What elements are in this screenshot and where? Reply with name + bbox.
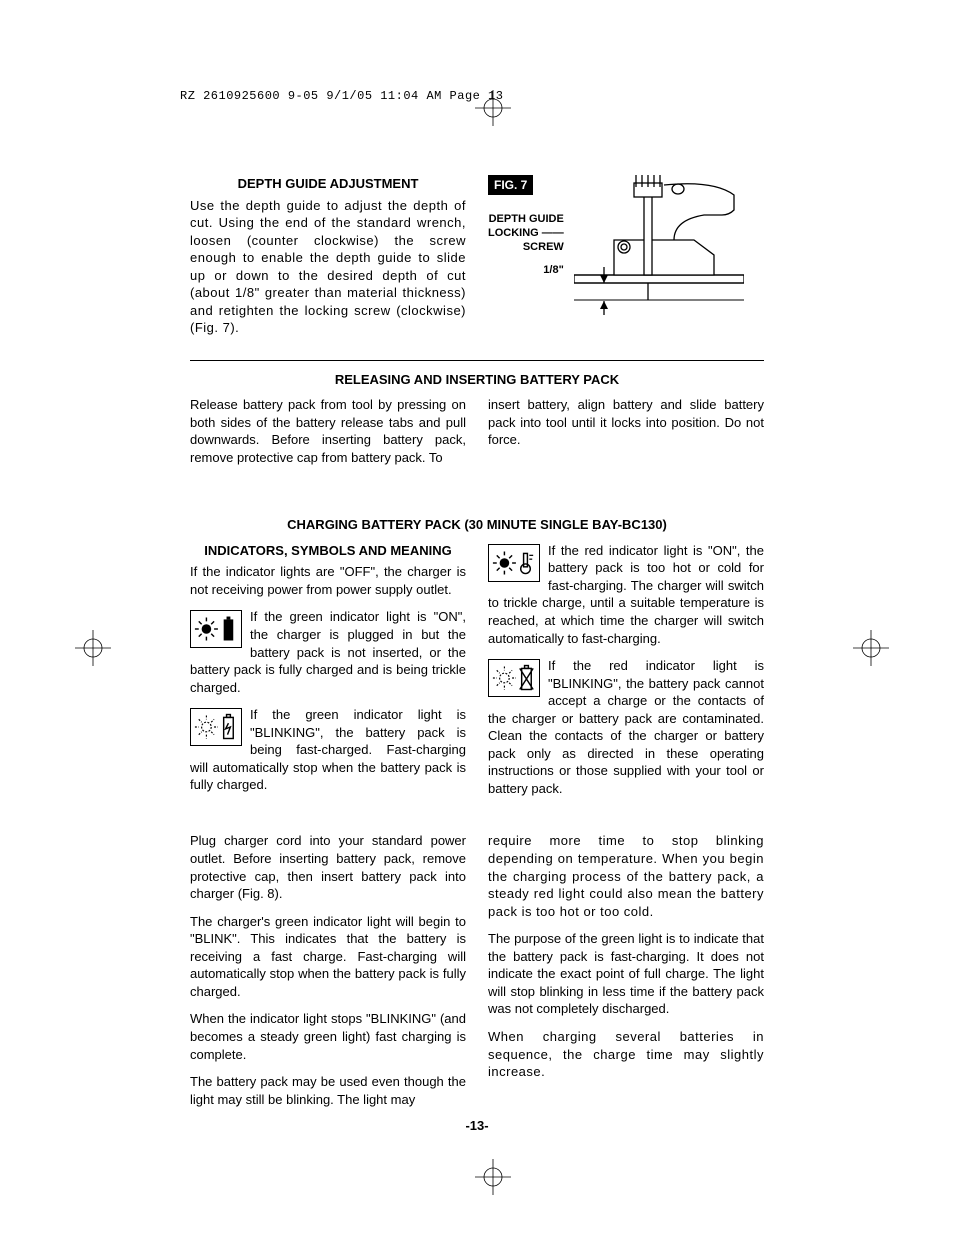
charge-l1: Plug charger cord into your standard pow… <box>190 832 466 902</box>
charge-l4: The battery pack may be used even though… <box>190 1073 466 1108</box>
green-on-icon <box>190 610 242 648</box>
battery-release-col2: insert battery, align battery and slide … <box>488 396 764 449</box>
battery-release-col1: Release battery pack from tool by pressi… <box>190 396 466 466</box>
indicators-heading: INDICATORS, SYMBOLS AND MEANING <box>190 542 466 560</box>
charge-r2: The purpose of the green light is to ind… <box>488 930 764 1018</box>
fig7-callout-2: LOCKING —— <box>488 227 564 241</box>
divider-1 <box>190 360 764 361</box>
fig7-callout-3: SCREW <box>488 241 564 255</box>
fig7-badge: FIG. 7 <box>488 175 533 195</box>
page-number: -13- <box>0 1117 954 1135</box>
charge-l2: The charger's green indicator light will… <box>190 913 466 1001</box>
charge-r1: require more time to stop blinking depen… <box>488 832 764 920</box>
crop-mark-top <box>475 90 511 131</box>
charge-r3: When charging several batteries in seque… <box>488 1028 764 1081</box>
fig7-callout-1: DEPTH GUIDE <box>488 213 564 227</box>
print-mark: RZ 2610925600 9-05 9/1/05 11:04 AM Page … <box>180 88 503 104</box>
fig7-illustration <box>574 175 744 350</box>
depth-guide-heading: DEPTH GUIDE ADJUSTMENT <box>190 175 466 193</box>
crop-mark-left <box>75 630 111 671</box>
crop-mark-bottom <box>475 1159 511 1200</box>
depth-guide-body: Use the depth guide to adjust the depth … <box>190 197 466 337</box>
crop-mark-right <box>853 630 889 671</box>
battery-release-heading: RELEASING AND INSERTING BATTERY PACK <box>190 371 764 389</box>
green-blink-icon <box>190 708 242 746</box>
fig7-callout-4: 1/8" <box>488 264 564 278</box>
charge-l3: When the indicator light stops "BLINKING… <box>190 1010 466 1063</box>
red-blink-icon <box>488 659 540 697</box>
indicators-intro: If the indicator lights are "OFF", the c… <box>190 563 466 598</box>
red-on-icon <box>488 544 540 582</box>
charging-heading: CHARGING BATTERY PACK (30 MINUTE SINGLE … <box>190 516 764 534</box>
